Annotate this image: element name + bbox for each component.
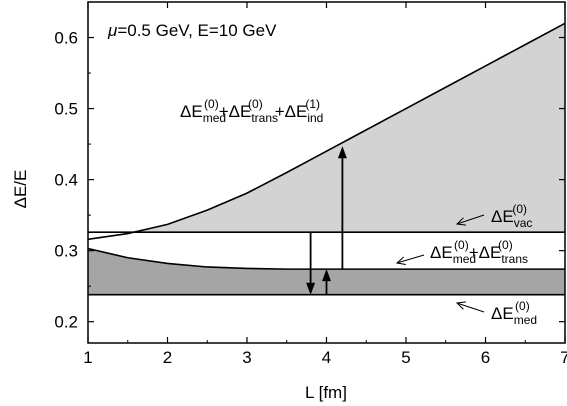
pointer-med-head [455, 301, 466, 310]
arrow-head-3 [322, 269, 331, 282]
arrow-head-2 [306, 282, 316, 295]
y-tick-label-0.5: 0.5 [54, 100, 78, 119]
pointer-med-trans-head [395, 256, 406, 265]
label-total: ΔEmed(0)+ΔEtrans(0) +ΔEind(1) [180, 97, 323, 125]
pointer-arrows-layer [395, 214, 485, 313]
pointer-vac [456, 214, 485, 225]
x-tick-label-3: 3 [242, 348, 251, 367]
x-tick-label-7: 7 [560, 348, 567, 367]
x-tick-label-6: 6 [481, 348, 490, 367]
label-med-trans: ΔEmed(0)+ΔEtrans(0) [430, 238, 528, 266]
y-tick-label-0.6: 0.6 [54, 29, 78, 48]
parameters-text: =0.5 GeV, E=10 GeV [117, 21, 277, 40]
x-tick-label-5: 5 [401, 348, 410, 367]
x-tick-label-4: 4 [322, 348, 331, 367]
arrows-layer [306, 146, 347, 295]
line-total [87, 22, 566, 241]
label-vac: ΔEvac(0) [491, 202, 532, 230]
x-tick-label-2: 2 [163, 348, 172, 367]
label-med: ΔEmed(0) [491, 299, 537, 327]
x-tick-label-1: 1 [83, 348, 92, 367]
mu-symbol: μ [107, 21, 118, 40]
ticks-layer: 1 2 3 4 5 6 7 0.2 0.3 0.4 0.5 0.6 [54, 1, 567, 367]
y-tick-label-0.2: 0.2 [54, 313, 78, 332]
y-axis-label: ΔE/E [11, 170, 30, 209]
pointer-med [456, 302, 485, 313]
x-axis-label: L [fm] [305, 383, 347, 402]
annotations-layer: μ=0.5 GeV, E=10 GeV ΔEmed(0)+ΔEtrans(0) +… [11, 21, 537, 402]
y-tick-label-0.3: 0.3 [54, 242, 78, 261]
arrow-head-1 [337, 146, 347, 159]
y-tick-label-0.4: 0.4 [54, 171, 78, 190]
parameters-label: μ=0.5 GeV, E=10 GeV [107, 21, 277, 40]
pointer-med-trans [396, 254, 425, 264]
pointer-vac-head [455, 217, 466, 226]
area-total-above-vac [88, 23, 565, 233]
